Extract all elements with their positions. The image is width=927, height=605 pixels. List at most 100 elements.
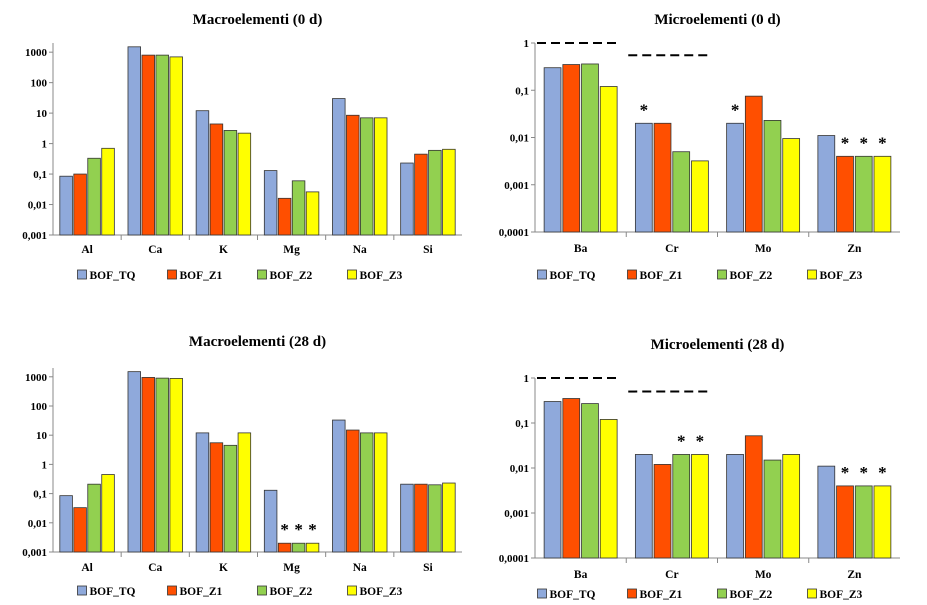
significance-asterisk: * (731, 100, 740, 119)
x-category-label: Na (353, 244, 367, 256)
y-tick-label: 100 (31, 78, 48, 90)
chart-panel-3: Macroelementi (28 d) 0,001 0,01 0,1 1 10 100 10… (22, 334, 462, 598)
legend-label: BOF_Z3 (820, 270, 863, 282)
legend-label: BOF_TQ (550, 589, 596, 601)
legend-label: BOF_Z1 (180, 586, 223, 598)
legend-label: BOF_Z2 (730, 589, 773, 601)
x-category-label: Ba (574, 243, 588, 255)
significance-asterisk: * (294, 520, 303, 539)
y-tick-label: 0,01 (510, 463, 529, 475)
y-tick-label: 0,01 (510, 133, 529, 145)
bar-mo-bof-tq (726, 454, 744, 559)
bar-mo-bof-z2 (763, 120, 782, 233)
significance-asterisk: * (878, 133, 887, 152)
legend-swatch (537, 269, 547, 280)
legend-swatch (627, 269, 637, 280)
bar-k-bof-tq (195, 110, 210, 236)
significance-asterisk: * (859, 463, 868, 482)
y-tick-label: 0,1 (515, 418, 529, 430)
legend-label: BOF_Z1 (640, 589, 683, 601)
bar-mo-bof-z3 (782, 138, 801, 233)
bar-mo-bof-tq (726, 122, 744, 233)
bar-si-bof-tq (400, 483, 414, 553)
bar-cr-bof-z3 (691, 454, 709, 559)
y-tick-label: 0,01 (28, 200, 47, 212)
bar-cr-bof-tq (634, 454, 653, 559)
bar-si-bof-z1 (414, 483, 428, 553)
x-category-label: Zn (847, 243, 862, 255)
bar-al-bof-tq (59, 175, 73, 236)
bar-mo-bof-z1 (744, 435, 763, 559)
legend-label: BOF_Z1 (640, 270, 683, 282)
legend-label: BOF_Z3 (360, 270, 403, 282)
bar-na-bof-tq (332, 419, 346, 553)
bar-k-bof-z2 (223, 444, 238, 553)
significance-asterisk: * (640, 100, 649, 119)
bar-ba-bof-z1 (562, 398, 581, 559)
chart-title: Microelementi (0 d) (654, 12, 780, 28)
bar-ca-bof-tq (127, 371, 141, 553)
bar-na-bof-tq (332, 98, 346, 236)
legend-swatch (717, 269, 727, 280)
bar-mg-bof-z2 (291, 542, 306, 553)
y-tick-label: 0,0001 (499, 227, 529, 239)
bar-na-bof-z3 (374, 432, 388, 553)
significance-asterisk: * (841, 133, 850, 152)
bar-ba-bof-tq (543, 67, 562, 233)
bar-mo-bof-z1 (744, 95, 763, 233)
bar-mo-bof-z2 (763, 459, 782, 559)
bar-na-bof-z2 (360, 432, 374, 553)
bar-si-bof-z3 (442, 482, 456, 553)
legend-label: BOF_Z3 (360, 586, 403, 598)
x-category-label: Ba (574, 569, 588, 581)
bar-zn-bof-tq (817, 465, 836, 559)
bar-ca-bof-z2 (155, 54, 169, 236)
bar-al-bof-z3 (101, 147, 115, 236)
y-tick-label: 0,001 (22, 547, 47, 559)
bar-cr-bof-z1 (653, 464, 672, 559)
y-tick-label: 0,0001 (499, 553, 529, 565)
bar-cr-bof-z2 (672, 454, 691, 559)
x-category-label: Mo (755, 569, 772, 581)
legend-label: BOF_TQ (90, 586, 136, 598)
legend-swatch (167, 585, 177, 596)
legend-label: BOF_Z2 (270, 586, 313, 598)
bar-ca-bof-z3 (169, 56, 183, 236)
bar-na-bof-z2 (360, 117, 374, 236)
y-tick-label: 0,01 (28, 518, 47, 530)
bar-na-bof-z1 (346, 114, 360, 236)
legend-swatch (717, 588, 727, 599)
y-tick-label: 1 (42, 459, 48, 471)
significance-asterisk: * (841, 463, 850, 482)
bar-ca-bof-tq (127, 46, 141, 236)
legend-swatch (77, 585, 87, 596)
bar-ba-bof-z1 (562, 64, 581, 233)
x-category-label: Cr (665, 243, 678, 255)
chart-title: Microelementi (28 d) (651, 337, 785, 353)
bar-al-bof-z1 (73, 507, 87, 553)
legend-swatch (807, 588, 817, 599)
x-category-label: Al (81, 562, 93, 574)
legend-label: BOF_Z1 (180, 270, 223, 282)
y-tick-label: 0,001 (22, 230, 47, 242)
bar-k-bof-tq (195, 432, 210, 553)
bar-mg-bof-z1 (277, 542, 292, 553)
y-tick-label: 1000 (25, 47, 48, 59)
chart-panel-2: Microelementi (0 d) 0,0001 0,001 0,01 0,1 1 Ba… (499, 12, 900, 282)
bar-ba-bof-z3 (599, 419, 618, 559)
bar-al-bof-z2 (87, 157, 101, 236)
y-tick-label: 1 (524, 373, 530, 385)
legend-swatch (167, 269, 177, 280)
x-category-label: Zn (847, 569, 862, 581)
significance-asterisk: * (677, 431, 686, 450)
legend-swatch (257, 585, 267, 596)
bar-na-bof-z3 (374, 117, 388, 236)
bar-ba-bof-tq (543, 401, 562, 559)
bar-zn-bof-z3 (873, 485, 892, 559)
legend-swatch (257, 269, 267, 280)
bar-na-bof-z1 (346, 429, 360, 553)
bar-mg-bof-tq (263, 489, 278, 553)
chart-title: Macroelementi (0 d) (193, 12, 323, 28)
chart-panel-4: Microelementi (28 d) 0,0001 0,001 0,01 0,1 1 B… (499, 337, 900, 601)
bar-mg-bof-z3 (305, 542, 320, 553)
